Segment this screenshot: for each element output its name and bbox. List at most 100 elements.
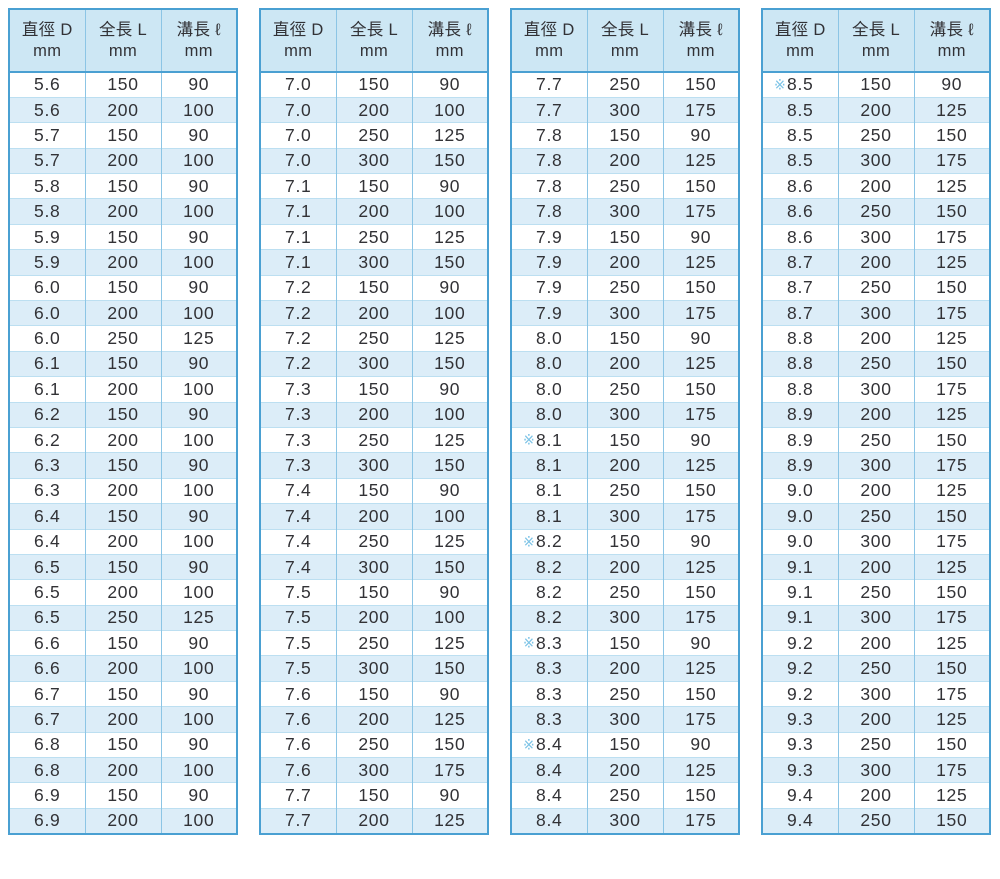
diameter-cell: 7.8 — [511, 198, 587, 225]
flute-length-cell: 125 — [411, 630, 488, 656]
overall-length-cell: 150 — [84, 731, 161, 758]
diameter-cell: ※ 8.5 — [774, 74, 814, 95]
overall-length-cell: 200 — [335, 401, 412, 428]
flute-length-cell: 90 — [160, 401, 237, 428]
overall-length-header-label: 全長 L — [349, 20, 399, 39]
diameter-cell: 6.9 — [9, 807, 85, 834]
table-row: 8.6 300 175 — [762, 223, 990, 250]
overall-length-cell: 150 — [335, 72, 412, 98]
diameter-cell: 7.2 — [260, 350, 336, 377]
overall-length-cell: 150 — [335, 680, 412, 707]
table-row: 8.2 300 175 — [511, 604, 739, 631]
diameter-cell: 8.4 — [511, 757, 587, 783]
overall-length-cell: 200 — [586, 655, 663, 682]
flute-length-cell: 90 — [662, 630, 739, 656]
flute-length-cell: 150 — [913, 198, 990, 225]
table-row: 7.6 300 175 — [260, 757, 488, 783]
diameter-cell: 6.0 — [9, 274, 85, 301]
table-row: 8.6 200 125 — [762, 173, 990, 199]
overall-length-cell: 150 — [586, 426, 663, 453]
diameter-cell: 7.0 — [260, 147, 336, 174]
flute-length-cell: 125 — [913, 173, 990, 199]
overall-length-cell: 300 — [586, 198, 663, 225]
drill-size-table-2: 直徑 D mm 全長 L mm 溝長 ℓ mm 7.0 150 90 7.0 200 10… — [259, 8, 489, 835]
diameter-cell: 5.6 — [9, 96, 85, 123]
overall-length-header-label: 全長 L — [600, 20, 650, 39]
overall-length-cell: 200 — [837, 325, 914, 352]
overall-length-cell: 250 — [837, 655, 914, 682]
diameter-cell: 7.2 — [260, 274, 336, 301]
overall-length-header: 全長 L mm — [335, 9, 412, 73]
diameter-cell: 8.5 — [762, 122, 838, 149]
table-row: 8.8 200 125 — [762, 325, 990, 352]
overall-length-cell: 250 — [84, 604, 161, 631]
flute-length-cell: 100 — [160, 300, 237, 326]
diameter-cell: 7.1 — [260, 173, 336, 199]
overall-length-cell: 200 — [84, 655, 161, 682]
flute-length-cell: 100 — [160, 579, 237, 606]
overall-length-cell: 250 — [837, 274, 914, 301]
flute-length-cell: 90 — [662, 325, 739, 352]
table-row: 7.7 150 90 — [260, 782, 488, 809]
table-row: 9.2 250 150 — [762, 655, 990, 682]
table-row: 6.4 200 100 — [9, 528, 237, 555]
diameter-cell: 6.4 — [9, 503, 85, 530]
diameter-cell: 7.9 — [511, 274, 587, 301]
diameter-cell: 7.6 — [260, 731, 336, 758]
overall-length-cell: 150 — [84, 553, 161, 580]
table-row: 5.9 200 100 — [9, 249, 237, 276]
flute-length-cell: 175 — [913, 223, 990, 250]
table-row: 8.5 250 150 — [762, 122, 990, 149]
overall-length-cell: 250 — [837, 350, 914, 377]
overall-length-cell: 250 — [586, 274, 663, 301]
diameter-cell: 6.1 — [9, 376, 85, 403]
diameter-cell: 7.8 — [511, 147, 587, 174]
table-row: ※ 8.2 150 90 — [511, 528, 739, 555]
overall-length-cell: 300 — [335, 147, 412, 174]
flute-length-cell: 125 — [913, 782, 990, 809]
flute-length-cell: 175 — [662, 198, 739, 225]
table-row: 8.4 250 150 — [511, 782, 739, 809]
drill-size-tables: 直徑 D mm 全長 L mm 溝長 ℓ mm 5.6 150 90 5.6 200 10… — [8, 8, 991, 835]
table-row: 6.3 150 90 — [9, 452, 237, 479]
flute-length-cell: 90 — [662, 122, 739, 149]
overall-length-cell: 200 — [84, 198, 161, 225]
overall-length-cell: 250 — [335, 528, 412, 555]
table-row: 7.4 250 125 — [260, 528, 488, 555]
table-row: ※ 8.1 150 90 — [511, 426, 739, 453]
overall-length-cell: 300 — [335, 553, 412, 580]
table-body: 5.6 150 90 5.6 200 100 5.7 150 90 5.7 200 100 5.8 150… — [9, 72, 237, 834]
flute-length-cell: 90 — [662, 528, 739, 555]
diameter-cell: 9.3 — [762, 731, 838, 758]
flute-length-cell: 90 — [160, 72, 237, 98]
overall-length-cell: 150 — [586, 528, 663, 555]
diameter-cell: 9.0 — [762, 528, 838, 555]
diameter-cell: 5.7 — [9, 122, 85, 149]
table-row: 6.3 200 100 — [9, 477, 237, 504]
flute-length-cell: 100 — [411, 300, 488, 326]
diameter-cell: 7.3 — [260, 452, 336, 479]
flute-length-cell: 150 — [913, 274, 990, 301]
flute-length-cell: 175 — [662, 300, 739, 326]
table-row: 7.5 300 150 — [260, 655, 488, 682]
diameter-cell: 6.0 — [9, 325, 85, 352]
diameter-cell: 9.3 — [762, 706, 838, 733]
overall-length-cell: 300 — [837, 376, 914, 403]
table-row: 9.4 250 150 — [762, 807, 990, 834]
table-row: 6.9 200 100 — [9, 807, 237, 834]
flute-length-cell: 125 — [411, 122, 488, 149]
flute-length-cell: 125 — [662, 452, 739, 479]
table-row: 8.1 200 125 — [511, 452, 739, 479]
overall-length-cell: 300 — [586, 401, 663, 428]
overall-length-cell: 150 — [586, 325, 663, 352]
flute-length-header: 溝長 ℓ mm — [411, 9, 488, 73]
diameter-cell: 7.9 — [511, 223, 587, 250]
overall-length-cell: 250 — [586, 173, 663, 199]
flute-length-cell: 125 — [411, 426, 488, 453]
flute-length-header: 溝長 ℓ mm — [160, 9, 237, 73]
table-row: 7.1 250 125 — [260, 223, 488, 250]
flute-length-cell: 90 — [160, 782, 237, 809]
diameter-cell: 7.6 — [260, 680, 336, 707]
overall-length-cell: 300 — [837, 452, 914, 479]
overall-length-cell: 200 — [335, 706, 412, 733]
